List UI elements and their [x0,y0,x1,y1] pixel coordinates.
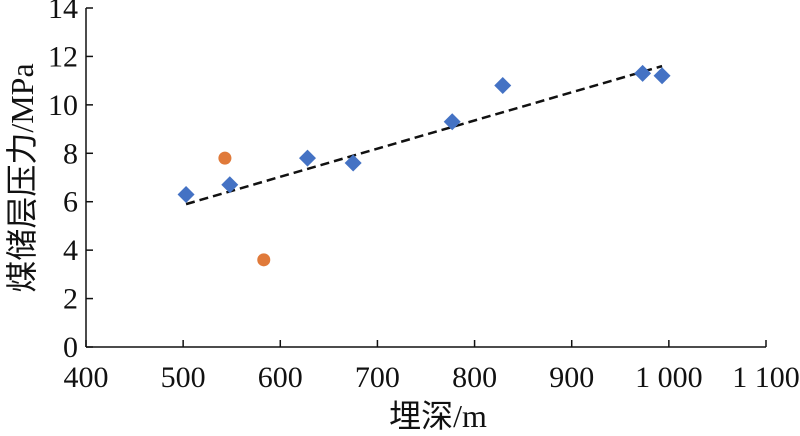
circle-point [257,253,271,267]
x-tick-label: 600 [258,361,303,394]
diamond-point [443,113,461,131]
y-tick-label: 6 [63,186,78,219]
x-axis-title: 埋深/m [389,398,487,434]
x-tick-label: 900 [549,361,594,394]
data-points [177,64,671,267]
y-tick-label: 4 [63,234,78,267]
circle-point [218,151,232,165]
x-tick-label: 400 [64,361,109,394]
diamond-point [221,176,239,194]
x-tick-label: 1 000 [635,361,703,394]
trendline-layer [185,64,663,206]
y-tick-label: 2 [63,283,78,316]
x-axis-ticks: 400 500 600 700 800 900 1 000 1 100 [64,340,800,394]
y-tick-label: 10 [48,89,78,122]
x-tick-label: 1 100 [732,361,800,394]
x-tick-label: 500 [161,361,206,394]
y-tick-label: 14 [48,0,78,25]
diamond-point [344,154,362,172]
y-axis-title: 煤储层压力/MPa [4,63,40,292]
y-tick-label: 8 [63,137,78,170]
trendline [185,64,663,206]
diamond-point [177,185,195,203]
diamond-point [494,76,512,94]
axes [85,8,766,348]
y-axis-ticks: 0 2 4 6 8 10 12 14 [48,0,93,364]
diamond-point [653,67,671,85]
diamond-point [298,149,316,167]
y-tick-label: 0 [63,331,78,364]
x-tick-label: 800 [452,361,497,394]
y-tick-label: 12 [48,40,78,73]
x-tick-label: 700 [355,361,400,394]
diamond-point [634,64,652,82]
